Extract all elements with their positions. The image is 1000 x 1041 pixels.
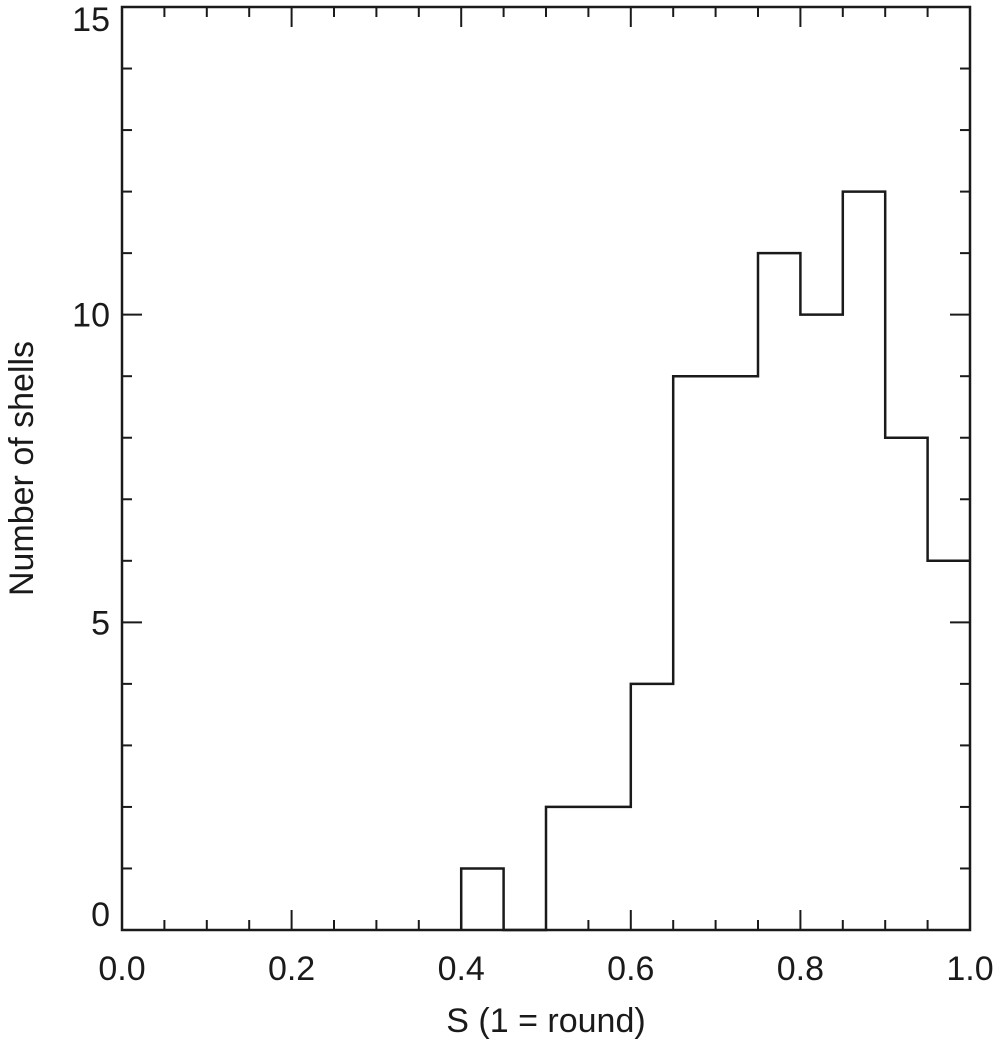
x-tick-label: 0.0 — [98, 950, 145, 988]
x-tick-label: 0.6 — [607, 950, 654, 988]
histogram-bar — [461, 868, 503, 930]
plot-frame — [120, 5, 972, 932]
x-tick-label: 0.2 — [268, 950, 315, 988]
y-tick-label: 0 — [91, 896, 110, 934]
histogram-bar — [885, 438, 927, 930]
x-tick-labels: 0.0 0.2 0.4 0.6 0.8 1.0 — [98, 950, 993, 988]
x-tick-label: 0.4 — [438, 950, 485, 988]
y-tick-labels: 0 5 10 15 — [72, 1, 110, 934]
x-tick-label: 0.8 — [777, 950, 824, 988]
histogram-step-line — [459, 190, 970, 932]
x-tick-label: 1.0 — [946, 950, 993, 988]
histogram-bar — [716, 376, 758, 930]
histogram-bar — [800, 315, 842, 930]
histogram-bar — [843, 192, 885, 930]
histogram-bins — [461, 192, 970, 930]
y-tick-label: 5 — [91, 604, 110, 642]
histogram-bar — [758, 253, 800, 930]
histogram-bar — [673, 376, 715, 930]
x-axis-label: S (1 = round) — [446, 1002, 645, 1040]
histogram-bar — [588, 807, 630, 930]
histogram-bar — [546, 807, 588, 930]
histogram-bar — [631, 684, 673, 930]
major-ticks — [121, 6, 971, 931]
y-tick-label: 15 — [72, 1, 110, 39]
y-tick-label: 10 — [72, 297, 110, 335]
y-axis-label: Number of shells — [3, 341, 41, 596]
minor-ticks — [122, 7, 970, 930]
